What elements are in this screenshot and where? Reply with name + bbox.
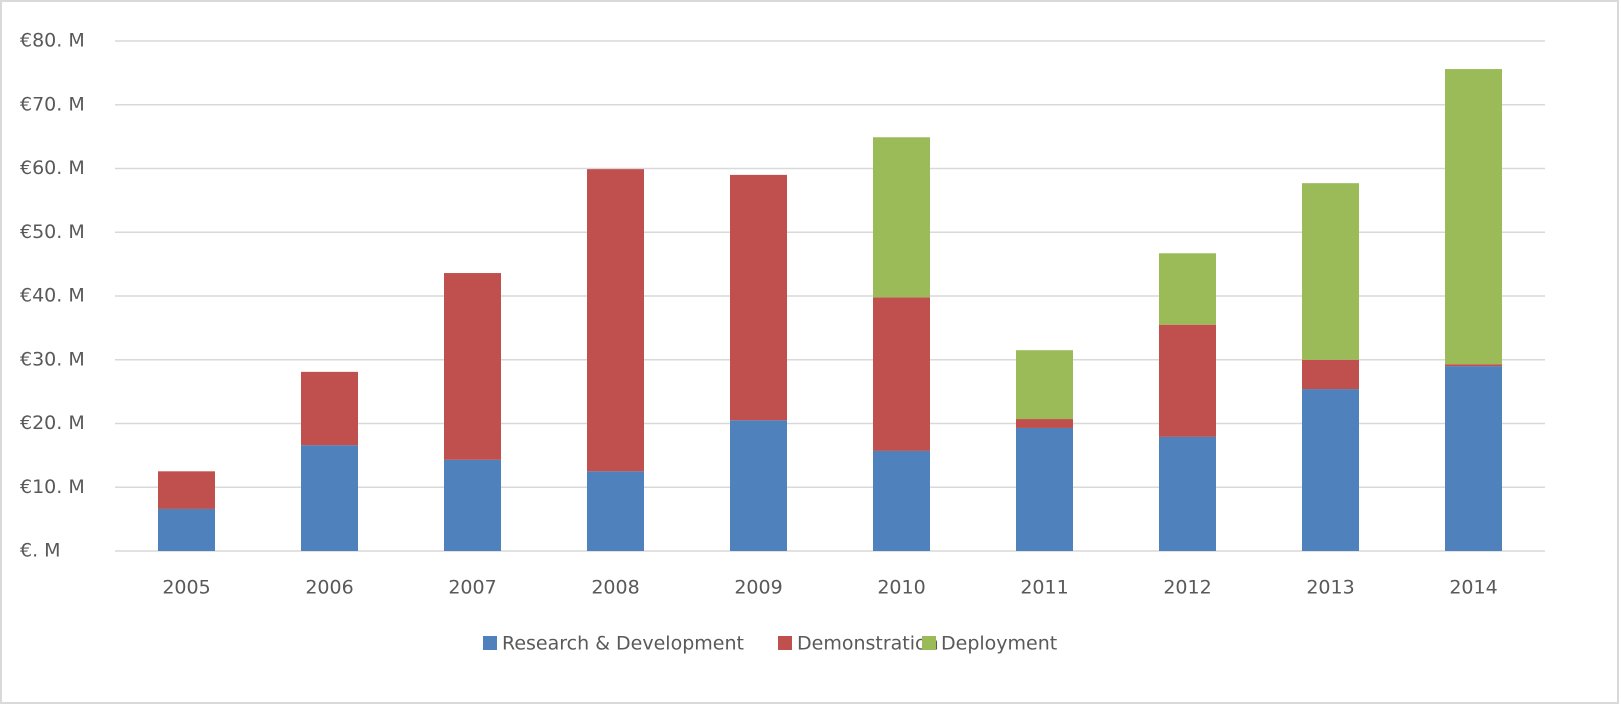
x-tick-label: 2005 <box>162 577 210 599</box>
bar-segment <box>873 137 930 298</box>
x-tick-label: 2012 <box>1163 577 1211 599</box>
x-tick-label: 2009 <box>734 577 782 599</box>
legend-swatch <box>778 636 792 650</box>
x-tick-label: 2008 <box>591 577 639 599</box>
legend-label: Deployment <box>941 633 1057 655</box>
x-tick-label: 2006 <box>305 577 353 599</box>
bar-segment <box>444 273 501 460</box>
bar-segment <box>1016 350 1073 420</box>
bar-segment <box>301 371 358 446</box>
y-tick-label: €. M <box>20 540 61 562</box>
bar-segment <box>1302 359 1359 390</box>
bar-segment <box>730 174 787 421</box>
y-tick-label: €40. M <box>20 285 85 307</box>
bar-segment <box>1302 389 1359 551</box>
bar-segment <box>444 459 501 551</box>
bar-segment <box>158 508 215 551</box>
legend-swatch <box>483 636 497 650</box>
bar-segment <box>301 445 358 551</box>
y-tick-label: €70. M <box>20 93 85 115</box>
bar-segment <box>873 297 930 451</box>
y-tick-label: €10. M <box>20 476 85 498</box>
bar-segment <box>587 471 644 551</box>
bar-segment <box>1159 436 1216 551</box>
bar-segment <box>587 169 644 472</box>
y-tick-label: €50. M <box>20 221 85 243</box>
x-tick-label: 2011 <box>1020 577 1068 599</box>
bar-segment <box>1016 427 1073 551</box>
bar-segment <box>1159 253 1216 325</box>
bar-segment <box>1445 364 1502 367</box>
x-tick-label: 2007 <box>448 577 496 599</box>
y-tick-label: €60. M <box>20 157 85 179</box>
x-tick-label: 2013 <box>1306 577 1354 599</box>
bar-segment <box>1302 183 1359 360</box>
legend-swatch <box>922 636 936 650</box>
y-tick-label: €30. M <box>20 348 85 370</box>
bar-segment <box>730 420 787 551</box>
legend-label: Research & Development <box>502 633 744 655</box>
y-tick-label: €20. M <box>20 412 85 434</box>
bar-segment <box>1445 69 1502 365</box>
x-tick-label: 2010 <box>877 577 925 599</box>
bar-segment <box>1159 324 1216 437</box>
bar-segment <box>1445 366 1502 551</box>
x-tick-label: 2014 <box>1449 577 1497 599</box>
bar-segment <box>158 471 215 509</box>
y-tick-label: €80. M <box>20 30 85 52</box>
legend-label: Demonstration <box>797 633 939 655</box>
bar-segment <box>1016 419 1073 428</box>
bar-segment <box>873 450 930 551</box>
